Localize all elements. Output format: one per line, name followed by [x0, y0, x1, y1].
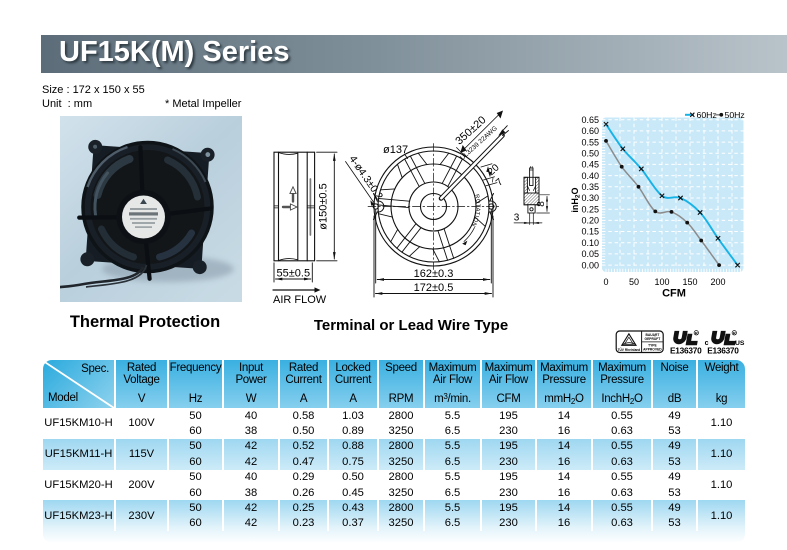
- svg-text:200: 200: [710, 277, 725, 287]
- svg-text:GEPRÜFT: GEPRÜFT: [645, 337, 661, 341]
- svg-text:0.45: 0.45: [581, 160, 599, 170]
- svg-text:55±0.5: 55±0.5: [277, 268, 311, 280]
- svg-text:3: 3: [514, 213, 520, 224]
- svg-text:172±0.5: 172±0.5: [414, 282, 454, 294]
- svg-text:E136370: E136370: [707, 345, 739, 355]
- svg-text:0.65: 0.65: [581, 115, 599, 125]
- svg-text:0.60: 0.60: [581, 126, 599, 136]
- svg-text:50Hz: 50Hz: [725, 110, 745, 120]
- svg-text:APPROVED: APPROVED: [643, 348, 662, 352]
- svg-text:0.50: 0.50: [581, 149, 599, 159]
- svg-text:60Hz: 60Hz: [697, 110, 717, 120]
- svg-text:E136370: E136370: [670, 345, 702, 355]
- svg-text:0.05: 0.05: [581, 249, 599, 259]
- svg-text:R: R: [695, 330, 698, 335]
- svg-text:100: 100: [654, 277, 669, 287]
- svg-text:20: 20: [486, 162, 502, 178]
- svg-text:0.55: 0.55: [581, 137, 599, 147]
- svg-text:TÜV Rheinland: TÜV Rheinland: [618, 347, 641, 352]
- svg-text:US: US: [735, 340, 745, 347]
- svg-text:ø150±0.5: ø150±0.5: [318, 183, 330, 229]
- svg-text:0.15: 0.15: [581, 227, 599, 237]
- svg-text:0: 0: [603, 277, 608, 287]
- svg-text:0.30: 0.30: [581, 193, 599, 203]
- svg-text:0.00: 0.00: [581, 260, 599, 270]
- svg-text:0.40: 0.40: [581, 171, 599, 181]
- svg-text:ø137: ø137: [383, 144, 408, 156]
- svg-text:4-ø4.3±0.2: 4-ø4.3±0.2: [347, 153, 386, 202]
- svg-text:ROTATION: ROTATION: [470, 194, 481, 228]
- svg-text:AIR FLOW: AIR FLOW: [273, 294, 327, 306]
- svg-text:inH2O: inH2O: [570, 187, 582, 212]
- svg-text:0.20: 0.20: [581, 216, 599, 226]
- svg-text:0.35: 0.35: [581, 182, 599, 192]
- svg-text:R: R: [733, 330, 736, 335]
- svg-text:0.10: 0.10: [581, 238, 599, 248]
- svg-text:8: 8: [536, 201, 547, 207]
- svg-text:162±0.3: 162±0.3: [414, 268, 454, 280]
- svg-text:50: 50: [629, 277, 639, 287]
- svg-text:0.25: 0.25: [581, 204, 599, 214]
- svg-text:BAUART: BAUART: [645, 333, 659, 337]
- svg-text:150: 150: [682, 277, 697, 287]
- svg-text:TYPE: TYPE: [648, 344, 657, 348]
- svg-text:7: 7: [494, 176, 506, 188]
- svg-text:CFM: CFM: [662, 288, 686, 300]
- svg-text:c: c: [705, 340, 709, 347]
